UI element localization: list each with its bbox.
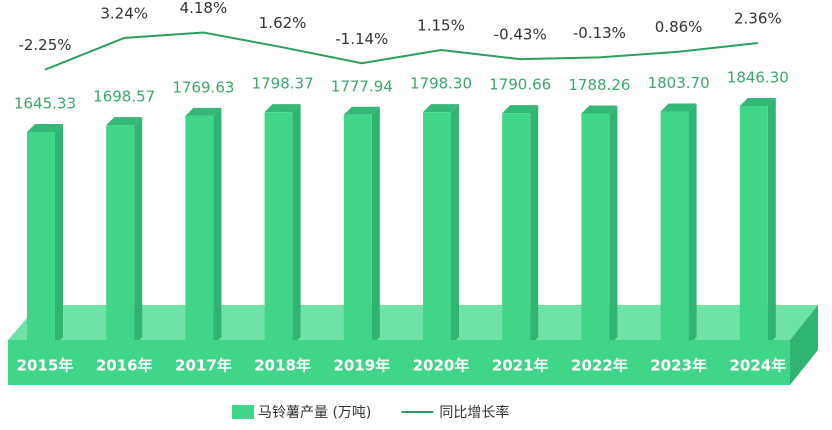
bar [264, 112, 293, 345]
bar-top [27, 123, 63, 132]
bar [660, 111, 689, 345]
line-value-label: -0.13% [573, 24, 626, 42]
bars [27, 97, 776, 346]
line-value-label: 2.36% [734, 10, 782, 28]
bar-value-label: 1698.57 [93, 88, 155, 106]
bar-value-label: 1803.70 [648, 74, 710, 92]
bar-top [502, 105, 539, 114]
bar-value-label: 1798.37 [252, 75, 314, 93]
bar-top [185, 107, 222, 116]
bar-side [55, 123, 63, 346]
base-front [8, 340, 790, 385]
bar-side [371, 106, 380, 345]
base-side [790, 305, 818, 385]
bar-value-label: 1798.30 [410, 75, 472, 93]
bar-value-label: 1790.66 [489, 76, 551, 94]
bar-value-label: 1769.63 [172, 78, 234, 96]
x-tick-label: 2023年 [650, 357, 707, 375]
bar [581, 113, 610, 345]
bar-side [688, 103, 697, 345]
line-value-label: -0.43% [494, 26, 547, 44]
legend-swatch [232, 405, 254, 419]
line [44, 31, 758, 71]
bar [185, 115, 214, 345]
line-value-label: 3.24% [100, 4, 148, 22]
legend-label: 同比增长率 [439, 404, 509, 421]
bar-value-label: 1645.33 [14, 94, 76, 112]
bar-top [739, 97, 776, 106]
bar-top [423, 104, 459, 113]
bar-top [581, 105, 618, 114]
bar-value-label: 1777.94 [331, 77, 393, 95]
legend-label: 马铃薯产量 (万吨) [258, 405, 371, 421]
bar-top [660, 103, 697, 112]
line-value-label: 4.18% [180, 0, 228, 17]
x-tick-label: 2021年 [492, 357, 549, 375]
line-value-label: 1.62% [259, 14, 307, 32]
bar [423, 112, 451, 345]
bar [739, 105, 768, 346]
bar-top [264, 104, 301, 113]
bar-side [451, 104, 459, 345]
bar-side [609, 105, 618, 345]
x-tick-label: 2019年 [333, 357, 390, 375]
x-tick-label: 2020年 [413, 357, 470, 375]
x-tick-label: 2024年 [729, 357, 786, 375]
x-tick-label: 2016年 [96, 357, 153, 375]
x-tick-label: 2015年 [17, 357, 74, 375]
bar-value-label: 1846.30 [727, 68, 789, 86]
bar-side [767, 97, 776, 346]
bar-side [530, 105, 539, 346]
bar-value-label: 1788.26 [568, 76, 630, 94]
bar-top [106, 117, 143, 126]
line-value-label: -2.25% [18, 36, 71, 54]
bar-top [343, 106, 380, 115]
x-tick-label: 2018年 [254, 357, 311, 375]
bar [106, 125, 135, 345]
line-value-label: -1.14% [335, 30, 388, 48]
line-value-label: 0.86% [655, 18, 703, 36]
bar [343, 114, 372, 345]
bar [27, 131, 55, 345]
bar-side [213, 107, 222, 345]
line-value-label: 1.15% [417, 17, 465, 35]
x-tick-label: 2017年 [175, 357, 232, 375]
bar-side [292, 104, 301, 345]
bar [502, 113, 531, 346]
bar-side [134, 117, 143, 345]
foreground: 2015年 2016年 2017年 2018年 2019年 2020年 2021年 2022年… [14, 0, 789, 421]
x-tick-label: 2022年 [571, 357, 628, 375]
